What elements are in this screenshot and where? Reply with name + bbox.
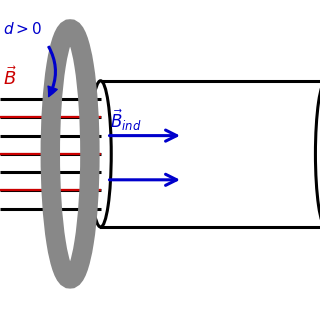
Text: $d > 0$: $d > 0$ bbox=[3, 21, 42, 37]
Text: $\vec{B}$: $\vec{B}$ bbox=[3, 66, 17, 89]
FancyArrowPatch shape bbox=[48, 46, 57, 97]
Text: $\vec{B}_{ind}$: $\vec{B}_{ind}$ bbox=[110, 108, 141, 133]
Ellipse shape bbox=[316, 81, 320, 227]
Polygon shape bbox=[100, 81, 320, 227]
Ellipse shape bbox=[90, 81, 111, 227]
